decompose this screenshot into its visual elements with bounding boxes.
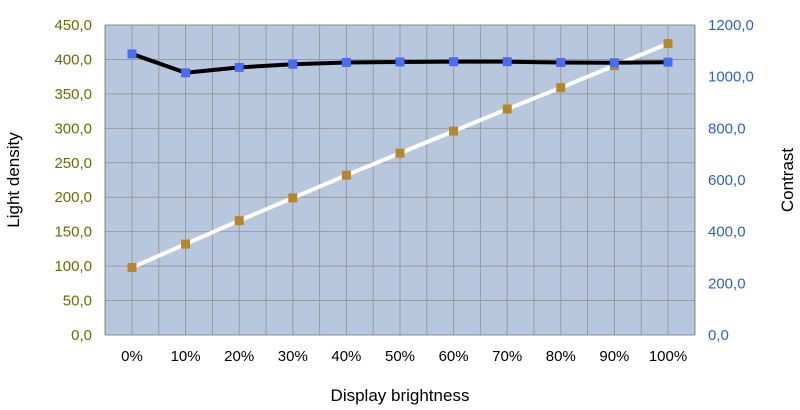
y-left-tick-label: 150,0 [54,224,92,241]
right-axis-ticks: 0,0 200,0 400,0 600,0 800,0 1000,0 1200,0 [708,17,754,344]
series-1 [127,39,673,272]
y-left-tick-label: 0,0 [71,327,92,344]
data-point [556,57,566,67]
data-point [127,49,137,59]
y-left-tick-label: 350,0 [54,86,92,103]
y-right-tick-label: 200,0 [708,275,746,292]
data-point [341,170,351,180]
x-axis-title: Display brightness [331,386,470,405]
y-left-tick-label: 100,0 [54,258,92,275]
y-right-tick-label: 400,0 [708,224,746,241]
x-tick-label: 60% [439,348,469,365]
x-tick-label: 50% [385,348,415,365]
data-point [502,57,512,67]
y-left-axis-title: Light density [4,132,23,228]
y-left-tick-label: 300,0 [54,120,92,137]
x-tick-label: 20% [224,348,254,365]
data-point [502,104,512,114]
data-point [234,216,244,226]
x-tick-label: 70% [492,348,522,365]
y-left-tick-label: 250,0 [54,155,92,172]
x-tick-label: 10% [171,348,201,365]
x-tick-label: 100% [649,348,687,365]
series-2 [127,49,673,78]
y-right-tick-label: 1200,0 [708,17,754,34]
data-point [288,59,298,69]
x-axis-ticks: 0% 10% 20% 30% 40% 50% 60% 70% 80% 90% 100% [121,348,687,365]
y-right-tick-label: 800,0 [708,120,746,137]
data-point [395,57,405,67]
data-point [449,126,459,136]
data-point [609,58,619,68]
y-left-tick-label: 200,0 [54,189,92,206]
data-point [556,83,566,93]
x-tick-label: 30% [278,348,308,365]
data-point [127,262,137,272]
y-right-tick-label: 0,0 [708,327,729,344]
x-tick-label: 0% [121,348,143,365]
y-left-tick-label: 400,0 [54,51,92,68]
y-left-tick-label: 450,0 [54,17,92,34]
data-point [449,57,459,67]
x-tick-label: 90% [599,348,629,365]
data-point [234,62,244,72]
y-left-tick-label: 50,0 [63,293,92,310]
x-tick-label: 40% [331,348,361,365]
data-point [181,68,191,78]
y-right-tick-label: 1000,0 [708,69,754,86]
x-tick-label: 80% [546,348,576,365]
y-right-axis-title: Contrast [778,148,797,213]
plot-border [104,24,696,336]
left-axis-ticks: 0,0 50,0 100,0 150,0 200,0 250,0 300,0 350,0 400… [54,17,92,344]
data-point [288,193,298,203]
data-point [395,148,405,158]
y-right-tick-label: 600,0 [708,172,746,189]
data-point [663,57,673,67]
data-point [663,39,673,49]
series-layer [127,39,673,272]
data-point [341,57,351,67]
data-point [181,239,191,249]
